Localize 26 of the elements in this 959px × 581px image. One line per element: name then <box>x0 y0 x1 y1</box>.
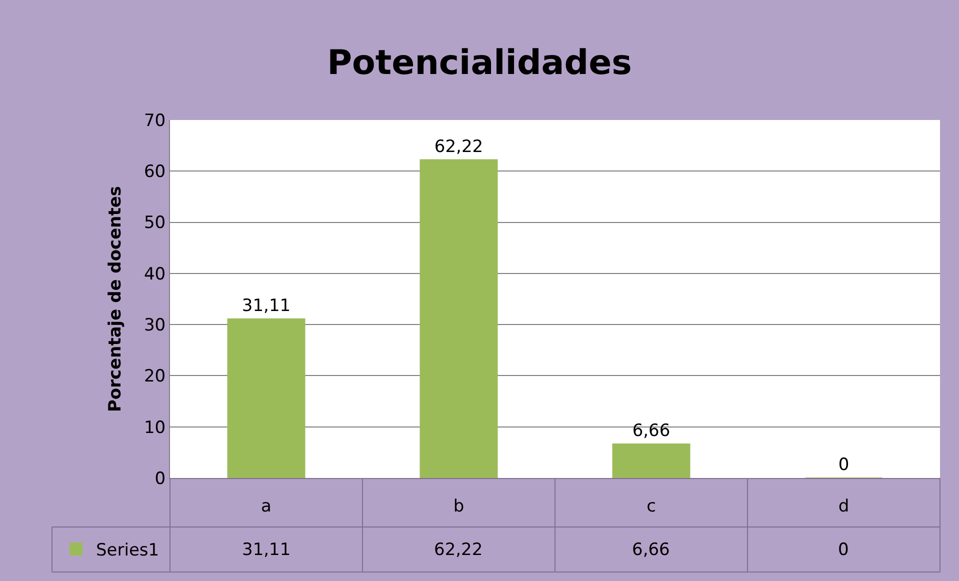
text: 0 <box>838 455 850 475</box>
y-tick-label: 30 <box>144 316 166 336</box>
y-tick-label: 10 <box>144 418 166 438</box>
y-tick-label: 70 <box>144 110 166 131</box>
bar <box>612 443 690 478</box>
y-tick-label: 20 <box>144 366 166 387</box>
y-tick-label: 50 <box>144 213 166 234</box>
legend-label: Series1 <box>96 540 160 561</box>
x-tick-label: a <box>261 496 272 516</box>
y-tick-label: 0 <box>154 468 166 489</box>
text: 62,22 <box>434 136 484 157</box>
x-tick-label: c <box>646 496 656 516</box>
y-axis-title: Porcentaje de docentes <box>106 186 126 412</box>
data-label: 31,11 <box>242 540 291 560</box>
data-label: 0 <box>838 540 849 560</box>
y-tick-label: 40 <box>144 264 166 284</box>
x-tick-label: d <box>838 496 850 516</box>
bar <box>420 159 498 478</box>
data-label: 62,22 <box>434 540 483 560</box>
text: 6,66 <box>632 420 670 441</box>
y-tick-label: 60 <box>144 162 166 182</box>
data-label: 6,66 <box>632 540 670 560</box>
bar <box>227 318 306 478</box>
chart-title: Potencialidades <box>327 42 632 83</box>
x-tick-label: b <box>453 496 464 516</box>
text: 31,11 <box>242 296 291 316</box>
